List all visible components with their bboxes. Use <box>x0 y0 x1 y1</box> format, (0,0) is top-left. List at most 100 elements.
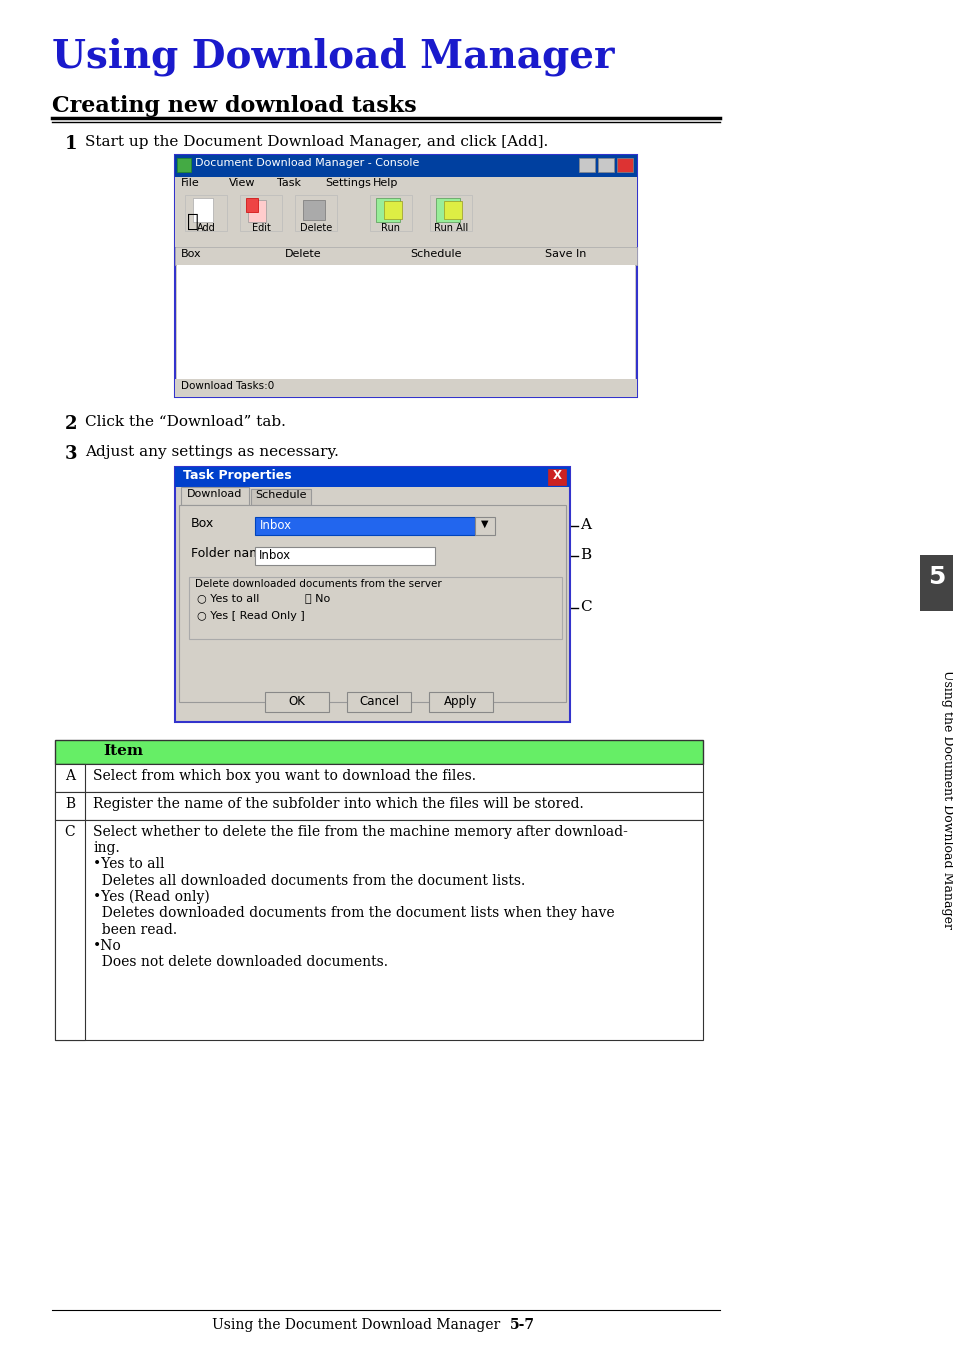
Text: Apply: Apply <box>444 696 477 708</box>
Bar <box>347 692 411 712</box>
Bar <box>174 193 637 247</box>
Text: Click the “Download” tab.: Click the “Download” tab. <box>85 415 286 429</box>
Text: Start up the Document Download Manager, and click [Add].: Start up the Document Download Manager, … <box>85 135 548 150</box>
Bar <box>174 379 637 398</box>
Text: Schedule: Schedule <box>410 249 461 259</box>
Text: Help: Help <box>373 178 398 187</box>
Text: Adjust any settings as necessary.: Adjust any settings as necessary. <box>85 445 338 460</box>
Text: Item: Item <box>103 744 143 758</box>
Bar <box>475 518 495 535</box>
Bar <box>384 201 401 218</box>
Bar <box>185 195 227 231</box>
Text: Task: Task <box>276 178 301 187</box>
Bar <box>174 155 637 398</box>
Text: Run All: Run All <box>434 222 468 233</box>
Text: C: C <box>65 825 75 838</box>
Text: ○ Yes to all: ○ Yes to all <box>196 593 259 603</box>
Text: 1: 1 <box>65 135 77 154</box>
Bar <box>375 198 399 222</box>
Bar <box>578 158 595 173</box>
Bar <box>294 195 336 231</box>
Bar <box>254 547 435 565</box>
Bar <box>55 793 702 820</box>
Text: 5-7: 5-7 <box>510 1318 535 1332</box>
Bar <box>429 692 493 712</box>
Text: Inbox: Inbox <box>258 549 291 562</box>
Bar <box>919 555 953 611</box>
Text: B: B <box>65 797 75 811</box>
Text: ▼: ▼ <box>480 519 488 528</box>
Bar <box>193 198 213 222</box>
Bar <box>174 466 569 487</box>
Bar <box>55 820 85 1041</box>
Text: Select from which box you want to download the files.: Select from which box you want to downlo… <box>92 768 476 783</box>
Text: Task Properties: Task Properties <box>183 469 292 483</box>
Text: Run: Run <box>381 222 400 233</box>
Bar <box>55 764 85 793</box>
Text: ○ Yes [ Read Only ]: ○ Yes [ Read Only ] <box>196 611 304 621</box>
Bar <box>246 198 257 212</box>
Bar <box>436 198 459 222</box>
Bar <box>598 158 614 173</box>
Text: A: A <box>65 768 75 783</box>
Text: Register the name of the subfolder into which the files will be stored.: Register the name of the subfolder into … <box>92 797 583 811</box>
Text: A: A <box>579 518 590 532</box>
Text: Schedule: Schedule <box>255 491 307 500</box>
Text: 2: 2 <box>65 415 77 433</box>
Text: Using the Document Download Manager: Using the Document Download Manager <box>941 670 953 930</box>
Text: OK: OK <box>288 696 305 708</box>
Bar <box>174 177 637 193</box>
Bar <box>55 764 702 793</box>
Text: Save In: Save In <box>544 249 586 259</box>
Bar <box>248 200 266 222</box>
Bar <box>174 155 637 177</box>
Text: Add: Add <box>196 222 215 233</box>
Text: Document Download Manager - Console: Document Download Manager - Console <box>194 158 419 168</box>
Bar <box>370 195 412 231</box>
Bar <box>55 793 85 820</box>
Text: X: X <box>552 469 561 483</box>
Bar <box>547 469 565 485</box>
Text: Box: Box <box>191 518 214 530</box>
Text: 3: 3 <box>65 445 77 462</box>
Text: Using Download Manager: Using Download Manager <box>52 38 614 77</box>
Text: Settings: Settings <box>325 178 371 187</box>
Bar <box>265 692 329 712</box>
Bar <box>55 740 702 764</box>
Text: Box: Box <box>181 249 201 259</box>
Text: Download Tasks:0: Download Tasks:0 <box>181 381 274 391</box>
Bar <box>303 200 325 220</box>
Bar <box>251 489 311 506</box>
Bar <box>443 201 461 218</box>
Text: 5: 5 <box>927 565 944 589</box>
Text: Select whether to delete the file from the machine memory after download-
ing.
•: Select whether to delete the file from t… <box>92 825 627 969</box>
Text: B: B <box>579 549 591 562</box>
Text: Cancel: Cancel <box>358 696 398 708</box>
Bar <box>617 158 633 173</box>
Text: ☜: ☜ <box>187 213 198 231</box>
Text: Edit: Edit <box>252 222 270 233</box>
Text: Download: Download <box>187 489 242 499</box>
Text: C: C <box>579 600 591 613</box>
Text: Delete downloaded documents from the server: Delete downloaded documents from the ser… <box>194 580 441 589</box>
Text: Delete: Delete <box>285 249 321 259</box>
Text: File: File <box>181 178 199 187</box>
Bar <box>174 247 637 266</box>
Bar <box>430 195 472 231</box>
Bar <box>181 487 249 506</box>
Bar <box>55 820 702 1041</box>
Bar <box>177 158 191 173</box>
Bar <box>240 195 282 231</box>
Text: ⦿ No: ⦿ No <box>305 593 330 603</box>
Bar <box>177 266 635 379</box>
Text: View: View <box>229 178 255 187</box>
Text: Inbox: Inbox <box>260 519 292 532</box>
Bar <box>254 518 475 535</box>
Bar <box>189 577 561 639</box>
Text: Creating new download tasks: Creating new download tasks <box>52 94 416 117</box>
Text: Folder name: Folder name <box>191 547 269 559</box>
Text: Using the Document Download Manager: Using the Document Download Manager <box>212 1318 499 1332</box>
Bar <box>179 506 565 702</box>
Text: Delete: Delete <box>299 222 332 233</box>
Bar <box>174 466 569 723</box>
